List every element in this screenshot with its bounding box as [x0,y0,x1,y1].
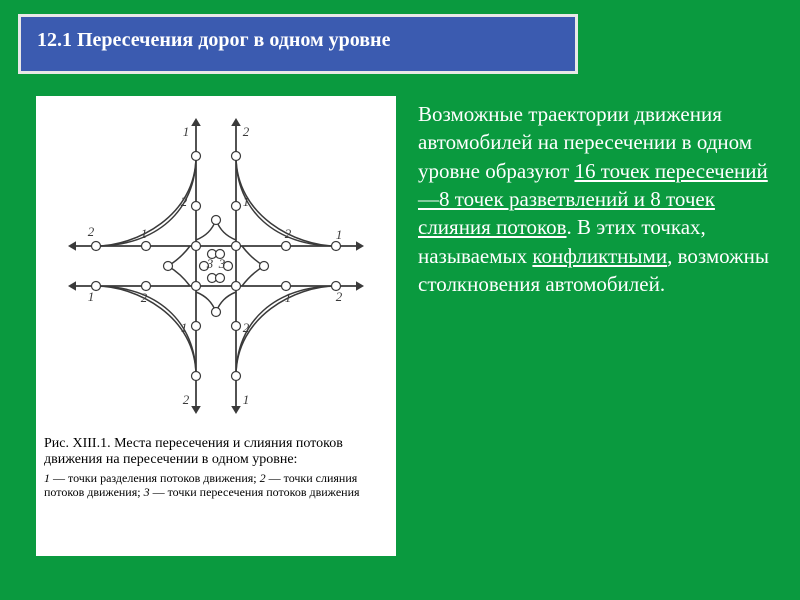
caption-title: Рис. XIII.1. Места пересечения и слияния… [44,436,388,468]
svg-text:1: 1 [141,226,148,241]
svg-text:3: 3 [218,256,226,271]
svg-text:1: 1 [243,392,250,407]
legend-item: 3 — точки пересечения потоков движения [144,485,360,499]
svg-text:2: 2 [141,290,148,305]
legend-item: 1 — точки разделения потоков движения; [44,471,260,485]
svg-text:1: 1 [243,194,250,209]
figure-caption: Рис. XIII.1. Места пересечения и слияния… [36,436,396,500]
svg-text:2: 2 [181,194,188,209]
caption-legend: 1 — точки разделения потоков движения; 2… [44,472,388,500]
body-text: Возможные траектории движения автомобиле… [418,100,784,298]
svg-text:1: 1 [183,124,190,139]
svg-text:2: 2 [336,289,343,304]
svg-text:3: 3 [206,256,214,271]
body-underline-2: конфликтными [532,244,667,268]
svg-text:2: 2 [183,392,190,407]
svg-text:2: 2 [285,226,292,241]
svg-text:2: 2 [88,224,95,239]
svg-text:1: 1 [88,289,95,304]
svg-text:1: 1 [181,320,188,335]
svg-text:2: 2 [243,124,250,139]
slide-header: 12.1 Пересечения дорог в одном уровне [18,14,578,74]
slide: 12.1 Пересечения дорог в одном уровне 1 2… [0,0,800,600]
figure-panel: 1 2 2 1 1 2 2 1 1 2 2 1 2 1 1 2 33 Рис. XIII.1. Места пе… [36,96,396,556]
svg-text:1: 1 [285,290,292,305]
svg-text:1: 1 [336,227,343,242]
intersection-diagram: 1 2 2 1 1 2 2 1 1 2 2 1 2 1 1 2 33 [36,96,396,436]
svg-text:2: 2 [243,320,250,335]
slide-title: 12.1 Пересечения дорог в одном уровне [37,29,390,51]
